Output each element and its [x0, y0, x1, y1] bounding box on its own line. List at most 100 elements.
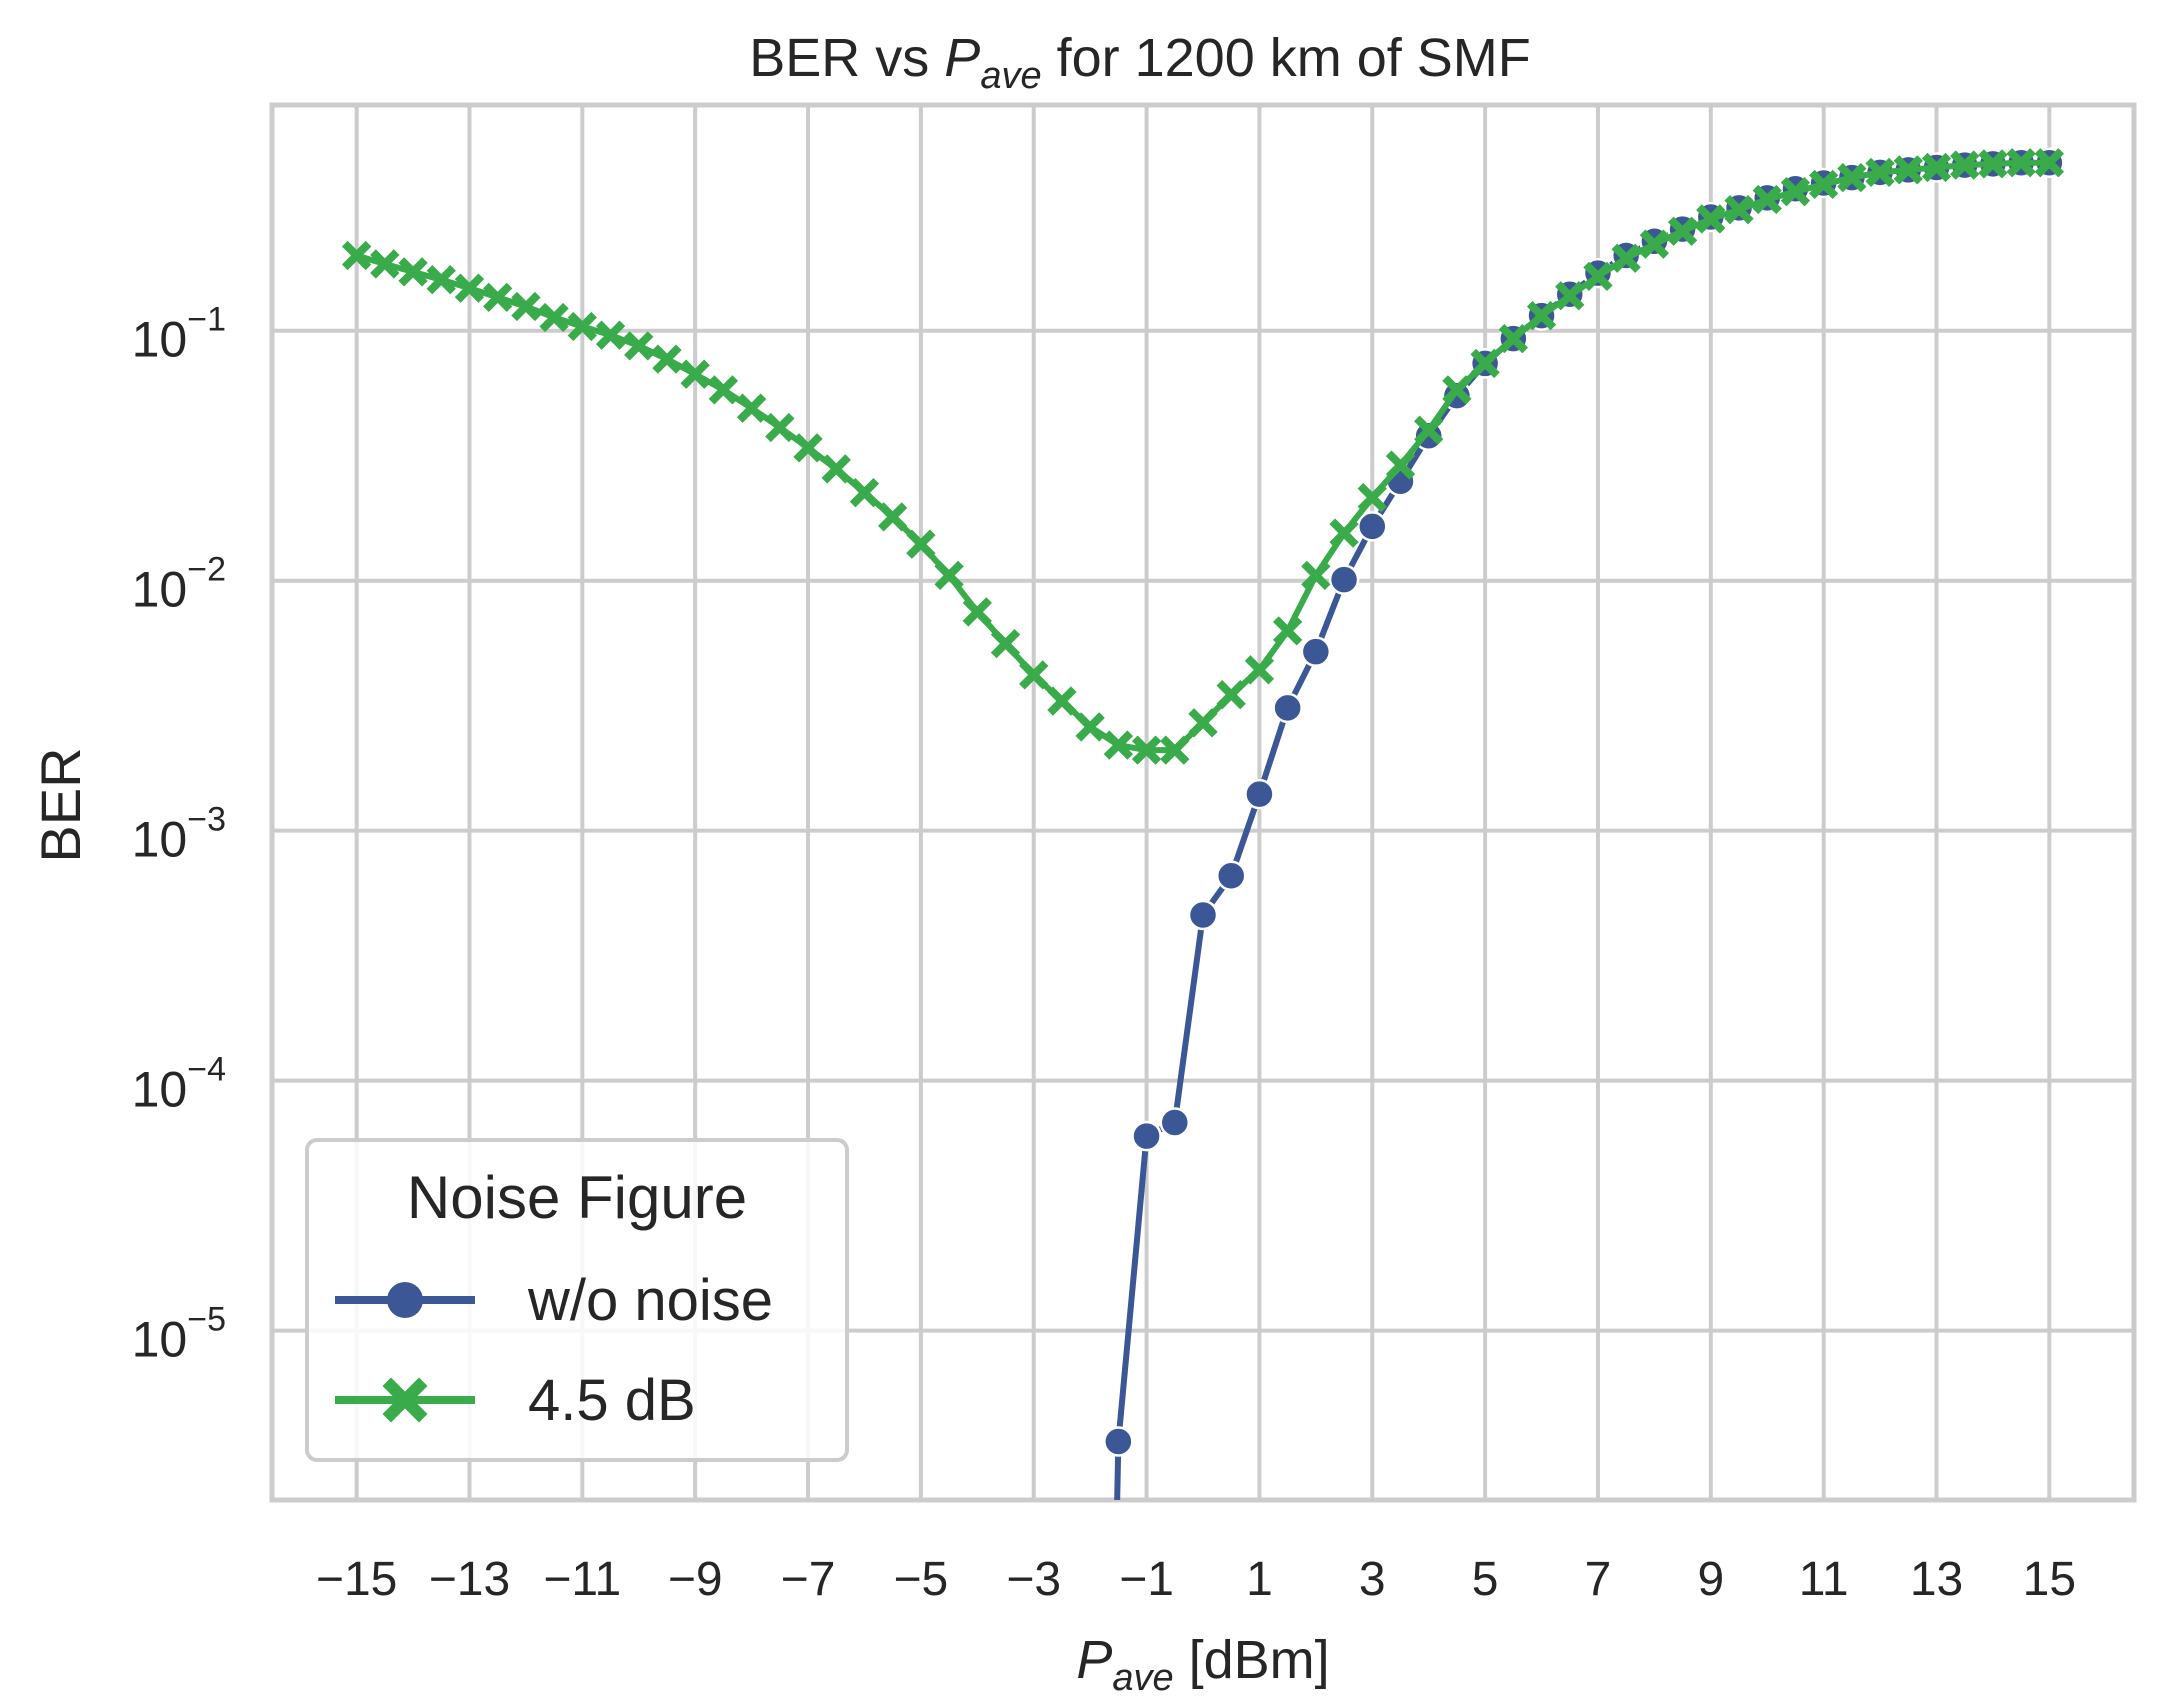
plot-frame: [269, 102, 2137, 1503]
data-point-4-5-db: [426, 265, 456, 295]
legend-box: [305, 1138, 849, 1462]
x-tick-label: 5: [1472, 1553, 1499, 1606]
data-point-4-5-db: [1131, 735, 1162, 765]
x-tick-label: −13: [429, 1553, 510, 1606]
data-point-4-5-db: [652, 344, 682, 374]
chart-title-var: P: [944, 28, 980, 88]
data-point-4-5-db: [2034, 148, 2065, 178]
y-tick-labels: 10−1 10−2 10−3 10−4 10−5: [132, 301, 226, 1368]
data-point-4-5-db: [1414, 415, 1444, 445]
legend-marker-4-5-db: [382, 1377, 428, 1423]
data-point-4-5-db: [821, 454, 851, 484]
x-tick-label: −7: [781, 1553, 836, 1606]
data-point-4-5-db: [1470, 348, 1500, 379]
data-point-4-5-db: [1921, 152, 1952, 183]
data-point-4-5-db: [341, 240, 372, 271]
x-tick-label: 3: [1359, 1553, 1386, 1606]
data-point-4-5-db: [1498, 323, 1528, 354]
data-point-4-5-db: [1019, 660, 1049, 690]
data-point-4-5-db: [765, 412, 795, 443]
data-point-4-5-db: [1329, 518, 1359, 548]
x-tick-label: −3: [1006, 1553, 1061, 1606]
data-point-4-5-db: [1950, 150, 1980, 180]
data-point-4-5-db: [1244, 655, 1275, 685]
data-point-4-5-db: [849, 478, 880, 508]
data-point-4-5-db: [1103, 730, 1134, 760]
data-point-4-5-db: [1442, 375, 1472, 405]
data-point-4-5-db: [934, 560, 964, 591]
data-point-4-5-db: [398, 257, 428, 287]
data-point-4-5-db: [906, 529, 936, 559]
data-point-4-5-db: [1075, 712, 1105, 742]
data-point-4-5-db: [1188, 708, 1218, 738]
y-tick-label: 10−3: [132, 801, 226, 868]
x-tick-label: 7: [1585, 1553, 1612, 1606]
data-point-4-5-db: [454, 273, 485, 303]
y-tick-label: 10−1: [132, 301, 226, 368]
x-tick-label: 1: [1246, 1553, 1273, 1606]
data-point-4-5-db: [1272, 616, 1303, 646]
data-point-4-5-db: [539, 302, 569, 333]
data-point-w-o-noise: [1215, 860, 1247, 892]
x-tick-label: −15: [316, 1553, 397, 1606]
x-tick-label: 11: [1799, 1553, 1849, 1606]
x-tick-label: −11: [543, 1553, 621, 1606]
data-point-4-5-db: [1216, 680, 1246, 710]
grid: [272, 105, 2134, 1500]
data-point-4-5-db: [708, 375, 739, 405]
data-point-4-5-db: [511, 291, 541, 322]
data-point-4-5-db: [1724, 195, 1754, 225]
data-point-4-5-db: [1893, 155, 1923, 185]
series-w-o-noise: [1103, 147, 2065, 1500]
series-4-5-db: [341, 148, 2065, 765]
data-point-w-o-noise: [1300, 636, 1332, 667]
data-point-w-o-noise: [1244, 778, 1275, 810]
data-point-4-5-db: [1555, 281, 1585, 311]
data-point-w-o-noise: [1159, 1107, 1191, 1138]
data-point-w-o-noise: [1357, 511, 1388, 542]
data-point-4-5-db: [1639, 229, 1670, 259]
data-point-w-o-noise: [1272, 692, 1303, 724]
x-tick-label: −5: [894, 1553, 949, 1606]
y-tick-label: 10−2: [132, 551, 226, 618]
legend-title: Noise Figure: [407, 1164, 747, 1231]
data-point-4-5-db: [1160, 735, 1190, 765]
x-tick-label: 13: [1910, 1553, 1963, 1606]
data-point-4-5-db: [1385, 450, 1416, 480]
data-point-4-5-db: [1752, 184, 1782, 215]
data-point-4-5-db: [1047, 686, 1077, 716]
y-tick-label: 10−5: [132, 1301, 226, 1368]
chart-title-prefix: BER vs: [749, 28, 944, 88]
legend: Noise Figure w/o noise 4.5 dB: [305, 1138, 849, 1462]
x-tick-label: −1: [1119, 1553, 1174, 1606]
data-point-4-5-db: [1809, 169, 1839, 200]
x-tick-label: 9: [1697, 1553, 1724, 1606]
series-line-w-o-noise: [1114, 159, 2050, 1500]
data-point-4-5-db: [1696, 204, 1726, 234]
data-point-4-5-db: [624, 331, 654, 361]
data-point-4-5-db: [567, 311, 597, 342]
x-tick-label: 15: [2023, 1553, 2076, 1606]
data-point-w-o-noise: [1131, 1120, 1162, 1152]
data-point-4-5-db: [878, 502, 908, 532]
data-point-w-o-noise: [1328, 564, 1360, 595]
chart-title-sub: ave: [980, 55, 1041, 97]
legend-label-4-5-db: 4.5 dB: [528, 1368, 696, 1433]
x-axis-label-var: P: [1076, 1630, 1112, 1690]
data-point-4-5-db: [2006, 148, 2036, 178]
x-axis-label: Pave [dBm]: [1076, 1630, 1329, 1699]
data-point-4-5-db: [1978, 149, 2008, 179]
data-point-4-5-db: [1780, 177, 1811, 207]
x-axis-label-unit: [dBm]: [1174, 1630, 1330, 1690]
data-point-4-5-db: [1583, 261, 1613, 292]
data-point-4-5-db: [483, 282, 513, 313]
data-point-4-5-db: [680, 359, 710, 389]
series: [341, 147, 2065, 1500]
data-point-4-5-db: [736, 393, 767, 423]
data-point-4-5-db: [1865, 157, 1895, 188]
chart-title-suffix: for 1200 km of SMF: [1042, 28, 1531, 88]
legend-label-w-o-noise: w/o noise: [527, 1268, 773, 1333]
chart-title: BER vs Pave for 1200 km of SMF: [749, 28, 1531, 97]
data-point-4-5-db: [370, 249, 400, 279]
